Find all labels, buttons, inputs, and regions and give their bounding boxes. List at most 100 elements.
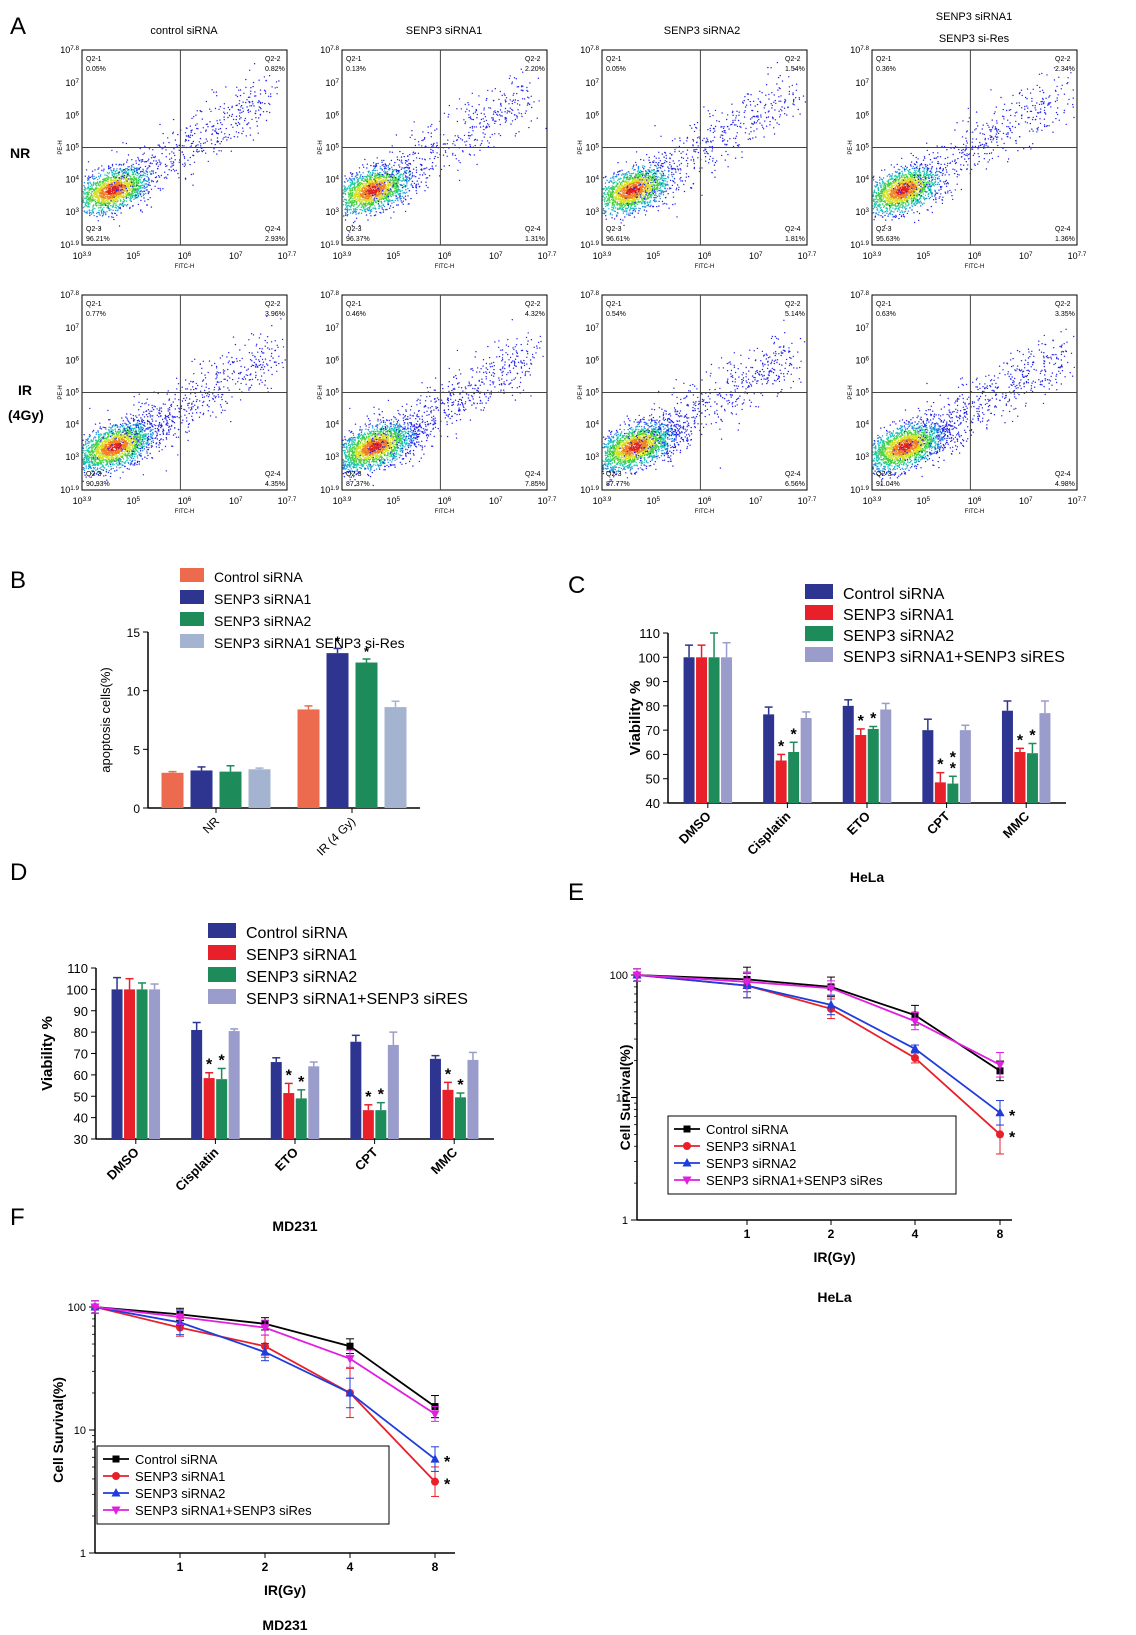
bar (1026, 753, 1038, 803)
panel-letter-F: F (10, 1204, 25, 1231)
y-axis-label: PE-H (58, 140, 64, 154)
tick-label: 104 (855, 419, 869, 430)
quadrant-name: Q2-1 (876, 56, 892, 63)
tick-label: 103 (585, 451, 599, 462)
bar (228, 1031, 240, 1139)
quadrant-value: 0.63% (876, 311, 896, 318)
bar (947, 783, 959, 803)
quadrant-value: 4.32% (525, 311, 545, 318)
quadrant-value: 6.56% (785, 481, 805, 488)
significance-star: * (445, 1066, 452, 1083)
y-tick-label: 80 (74, 1025, 88, 1040)
tick-label: 101.9 (320, 485, 339, 496)
legend-label: SENP3 siRNA1 (246, 947, 357, 964)
legend-label: SENP3 siRNA2 (843, 628, 954, 645)
tick-label: 105 (126, 251, 140, 262)
quadrant-value: 1.54% (785, 66, 805, 73)
quadrant-value: 90.93% (86, 481, 110, 488)
tick-label: 103 (65, 451, 79, 462)
tick-label: 107 (229, 251, 243, 262)
bar (708, 657, 720, 803)
column-title: SENP3 siRNA1 (406, 25, 482, 37)
quadrant-value: 2.20% (525, 66, 545, 73)
legend-label: SENP3 siRNA2 (214, 613, 311, 629)
x-axis-label: FITC-H (435, 264, 455, 270)
tick-label: 105 (646, 496, 660, 507)
tick-label: 105 (65, 142, 79, 153)
significance-star: * (937, 757, 944, 774)
tick-label: 105 (585, 387, 599, 398)
quadrant-name: Q2-4 (265, 471, 281, 478)
flow-plot: Q2-1 0.05% Q2-2 0.82% Q2-3 96.21% Q2-4 2.93% 101… (58, 45, 297, 271)
x-tick-label: ETO (844, 809, 873, 838)
tick-label: 104 (855, 174, 869, 185)
bar (855, 735, 867, 803)
series-line (636, 974, 1001, 1136)
legend-label: Control siRNA (706, 1122, 789, 1137)
quadrant-name: Q2-2 (525, 56, 541, 63)
flow-plot: Q2-1 0.54% Q2-2 5.14% Q2-3 87.77% Q2-4 6.56% 101… (578, 290, 817, 516)
row-label: IR (18, 382, 32, 398)
x-tick-label: MMC (1000, 808, 1033, 841)
y-axis-label: apoptosis cells(%) (98, 667, 113, 773)
quadrant-name: Q2-4 (785, 226, 801, 233)
y-tick-label: 110 (639, 626, 660, 641)
tick-label: 101.9 (60, 240, 79, 251)
bar (467, 1059, 479, 1139)
y-tick-label: 5 (133, 743, 140, 757)
marker-square (346, 1342, 354, 1350)
quadrant-value: 0.46% (346, 311, 366, 318)
tick-label: 104 (325, 174, 339, 185)
quadrant-value: 1.81% (785, 236, 805, 243)
bar (124, 989, 136, 1139)
significance-star: * (858, 713, 865, 730)
x-axis-label: FITC-H (435, 509, 455, 515)
line-chart-F: 1 10 100 1 2 4 8 IR(Gy) MD231 Cell Survival(%) * * C… (50, 1300, 455, 1633)
bar (384, 707, 407, 808)
tick-label: 101.9 (850, 240, 869, 251)
tick-label: 104 (65, 419, 79, 430)
tick-label: 105 (325, 142, 339, 153)
significance-star: * (870, 711, 877, 728)
bar (721, 657, 733, 803)
tick-label: 105 (855, 387, 869, 398)
quadrant-value: 0.05% (86, 66, 106, 73)
y-tick-label: 90 (74, 1004, 88, 1019)
quadrant-value: 2.34% (1055, 66, 1075, 73)
panel-letter-D: D (10, 859, 27, 886)
quadrant-value: 5.14% (785, 311, 805, 318)
y-axis-label: Cell Survival(%) (50, 1377, 66, 1483)
tick-label: 105 (585, 142, 599, 153)
y-axis-label: PE-H (318, 385, 324, 399)
tick-label: 106 (698, 251, 712, 262)
panel-letter-B: B (10, 567, 26, 594)
quadrant-value: 0.36% (876, 66, 896, 73)
tick-label: 103.9 (863, 251, 882, 262)
tick-label: 105 (386, 496, 400, 507)
quadrant-name: Q2-1 (86, 56, 102, 63)
significance-star: * (778, 738, 785, 755)
legend-label: SENP3 siRNA1+SENP3 siRES (843, 649, 1065, 666)
quadrant-name: Q2-3 (876, 471, 892, 478)
x-tick-label: 8 (997, 1227, 1004, 1241)
tick-label: 103.9 (73, 251, 92, 262)
quadrant-name: Q2-2 (785, 301, 801, 308)
y-tick-label: 30 (74, 1132, 88, 1147)
x-axis-label: FITC-H (695, 264, 715, 270)
bar (219, 771, 242, 808)
y-tick-label: 90 (646, 675, 660, 690)
quadrant-value: 3.35% (1055, 311, 1075, 318)
marker-circle (431, 1477, 439, 1486)
row-label: (4Gy) (8, 407, 44, 423)
caption: MD231 (262, 1617, 307, 1633)
tick-label: 107.7 (278, 251, 297, 262)
legend-label: Control siRNA (246, 925, 348, 942)
legend-label: SENP3 siRNA2 (706, 1156, 796, 1171)
tick-label: 103 (325, 451, 339, 462)
quadrant-name: Q2-2 (1055, 301, 1071, 308)
panel-letter-C: C (568, 572, 585, 599)
tick-label: 107 (585, 78, 599, 89)
x-axis-label: FITC-H (965, 264, 985, 270)
bar (867, 728, 879, 803)
bar (216, 1079, 228, 1139)
